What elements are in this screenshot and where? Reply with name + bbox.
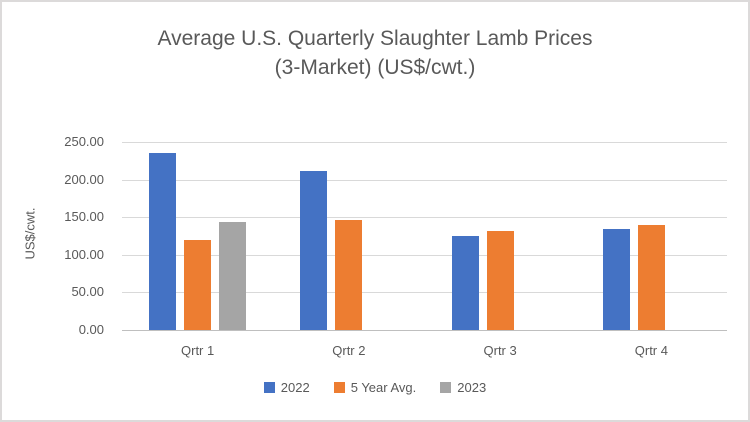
- bar-5-year-avg-qrtr-3: [486, 230, 514, 330]
- legend-item: 5 Year Avg.: [333, 380, 417, 395]
- legend-swatch-icon: [440, 382, 452, 393]
- y-tick-label: 250.00: [64, 134, 104, 149]
- x-category-label: Qrtr 4: [634, 343, 668, 358]
- legend-label: 5 Year Avg.: [350, 380, 417, 395]
- bar-2022-qrtr-2: [300, 171, 328, 330]
- bar-5-year-avg-qrtr-1: [184, 239, 212, 330]
- gridline: [122, 217, 727, 219]
- legend-swatch-icon: [263, 382, 275, 393]
- x-category-label: Qrtr 2: [332, 343, 366, 358]
- gridline: [122, 292, 727, 294]
- y-tick-label: 150.00: [64, 209, 104, 225]
- y-tick-label: 50.00: [71, 284, 104, 300]
- gridline: [122, 254, 727, 256]
- legend-label: 2022: [280, 380, 310, 395]
- legend: 2022 5 Year Avg. 2023: [2, 380, 748, 395]
- bar-2022-qrtr-3: [451, 236, 479, 330]
- gridline: [122, 179, 727, 181]
- legend-label: 2023: [457, 380, 487, 395]
- x-category-label: Qrtr 3: [483, 343, 517, 358]
- chart-title-line-1: Average U.S. Quarterly Slaughter Lamb Pr…: [157, 27, 593, 50]
- legend-item: 2023: [440, 380, 486, 395]
- bar-2022-qrtr-1: [149, 153, 177, 330]
- legend-swatch-icon: [333, 382, 345, 393]
- x-category-label: Qrtr 1: [181, 343, 215, 358]
- legend-item: 2022: [263, 380, 310, 395]
- y-tick-label: 0.00: [78, 322, 104, 337]
- x-axis-line: [122, 330, 727, 331]
- y-tick-label: 200.00: [64, 171, 104, 187]
- bar-5-year-avg-qrtr-4: [637, 225, 665, 330]
- y-tick-label: 100.00: [64, 246, 104, 262]
- chart-title-line-2: (3-Market) (US$/cwt.): [274, 56, 476, 79]
- bar-2022-qrtr-4: [602, 229, 630, 330]
- chart-title: Average U.S. Quarterly Slaughter Lamb Pr…: [2, 24, 748, 82]
- bar-5-year-avg-qrtr-2: [335, 220, 363, 330]
- bar-2023-qrtr-1: [219, 222, 247, 330]
- gridline: [122, 142, 727, 143]
- y-axis-title: US$/cwt.: [22, 207, 38, 260]
